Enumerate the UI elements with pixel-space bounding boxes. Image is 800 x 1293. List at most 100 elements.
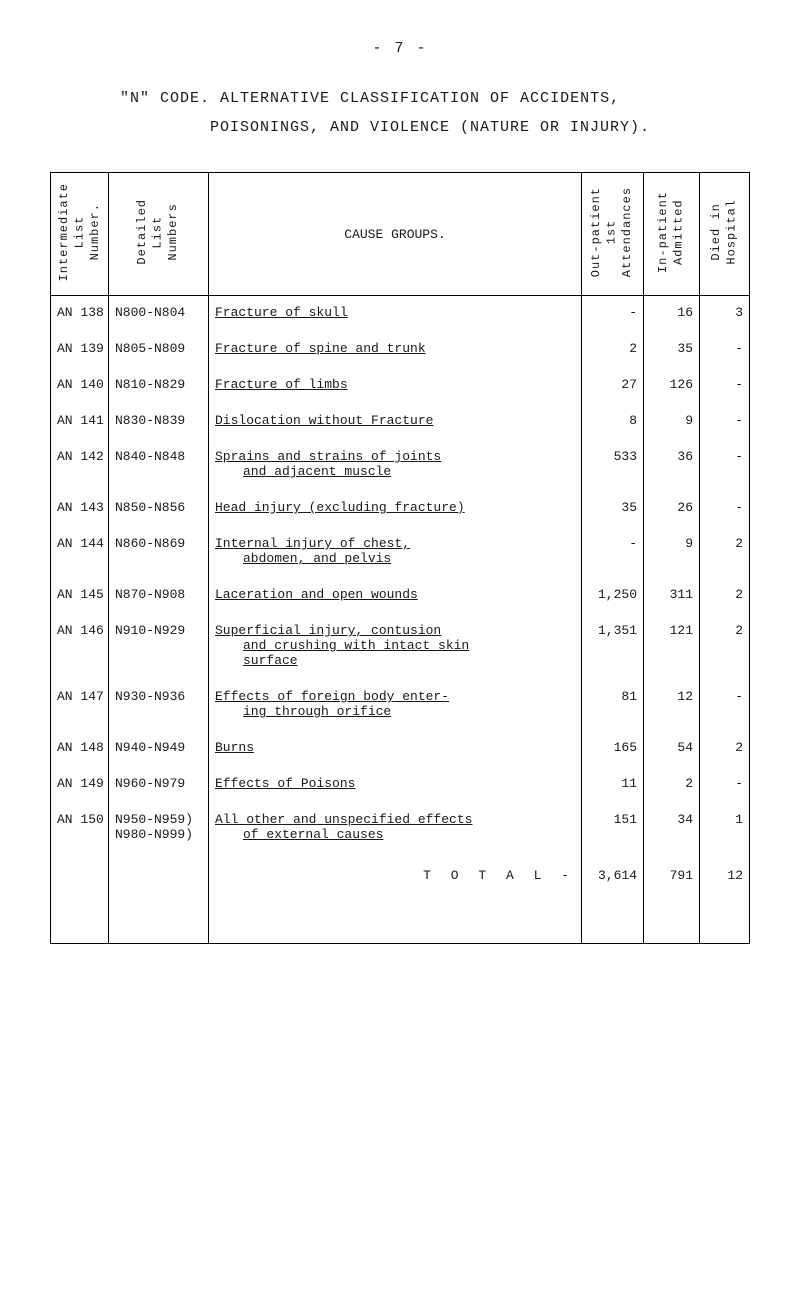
cell-intermediate: AN 139 (51, 332, 109, 368)
page: - 7 - "N" CODE. ALTERNATIVE CLASSIFICATI… (0, 0, 800, 1004)
cell-detailed: N910-N929 (109, 614, 209, 680)
data-table: IntermediateListNumber. DetailedListNumb… (50, 172, 750, 944)
cell-in: 36 (644, 440, 700, 491)
cell-intermediate: AN 149 (51, 767, 109, 803)
cell-detailed: N850-N856 (109, 491, 209, 527)
header-cause-label: CAUSE GROUPS. (344, 227, 445, 242)
total-blank-1 (51, 854, 109, 944)
cell-out: - (582, 296, 644, 333)
cell-detailed: N870-N908 (109, 578, 209, 614)
cell-intermediate: AN 140 (51, 368, 109, 404)
cell-died: 2 (700, 527, 750, 578)
cell-detailed: N930-N936 (109, 680, 209, 731)
table-row: AN 142N840-N848Sprains and strains of jo… (51, 440, 750, 491)
cell-died: - (700, 491, 750, 527)
cell-out: 1,250 (582, 578, 644, 614)
cell-cause: Burns (209, 731, 582, 767)
cell-intermediate: AN 147 (51, 680, 109, 731)
header-intermediate-label: IntermediateListNumber. (57, 183, 104, 281)
cell-died: - (700, 680, 750, 731)
cell-out: 1,351 (582, 614, 644, 680)
cell-died: - (700, 332, 750, 368)
cell-intermediate: AN 138 (51, 296, 109, 333)
cell-intermediate: AN 145 (51, 578, 109, 614)
cell-cause: Laceration and open wounds (209, 578, 582, 614)
cell-cause: Effects of foreign body enter-ing throug… (209, 680, 582, 731)
cell-in: 54 (644, 731, 700, 767)
table-row: AN 148N940-N949Burns165542 (51, 731, 750, 767)
header-detailed: DetailedListNumbers (109, 173, 209, 296)
cell-died: 2 (700, 614, 750, 680)
cell-in: 121 (644, 614, 700, 680)
table-row: AN 147N930-N936Effects of foreign body e… (51, 680, 750, 731)
cell-intermediate: AN 144 (51, 527, 109, 578)
total-label: T O T A L - (209, 854, 582, 944)
cell-died: 1 (700, 803, 750, 854)
cell-out: 11 (582, 767, 644, 803)
cell-died: 2 (700, 578, 750, 614)
cell-out: 2 (582, 332, 644, 368)
total-out: 3,614 (582, 854, 644, 944)
cell-died: 3 (700, 296, 750, 333)
cell-cause: Internal injury of chest,abdomen, and pe… (209, 527, 582, 578)
table-row: AN 143N850-N856Head injury (excluding fr… (51, 491, 750, 527)
cell-out: - (582, 527, 644, 578)
table-row: AN 146N910-N929Superficial injury, contu… (51, 614, 750, 680)
cell-intermediate: AN 142 (51, 440, 109, 491)
header-intermediate: IntermediateListNumber. (51, 173, 109, 296)
cell-out: 533 (582, 440, 644, 491)
cell-in: 126 (644, 368, 700, 404)
table-row: AN 150N950-N959)N980-N999)All other and … (51, 803, 750, 854)
page-number: - 7 - (50, 40, 750, 57)
cell-in: 9 (644, 404, 700, 440)
header-died-label: Died inHospital (709, 199, 740, 265)
header-out-label: Out-patient1stAttendances (589, 187, 636, 277)
cell-out: 35 (582, 491, 644, 527)
cell-intermediate: AN 143 (51, 491, 109, 527)
table-row: AN 141N830-N839Dislocation without Fract… (51, 404, 750, 440)
cell-cause: Superficial injury, contusionand crushin… (209, 614, 582, 680)
cell-cause: Fracture of spine and trunk (209, 332, 582, 368)
cell-died: - (700, 404, 750, 440)
cell-detailed: N860-N869 (109, 527, 209, 578)
cell-died: 2 (700, 731, 750, 767)
table-row: AN 144N860-N869Internal injury of chest,… (51, 527, 750, 578)
title-block: "N" CODE. ALTERNATIVE CLASSIFICATION OF … (120, 85, 710, 142)
table-header-row: IntermediateListNumber. DetailedListNumb… (51, 173, 750, 296)
total-died: 12 (700, 854, 750, 944)
cell-in: 311 (644, 578, 700, 614)
cell-intermediate: AN 141 (51, 404, 109, 440)
cell-in: 9 (644, 527, 700, 578)
cell-cause: Fracture of skull (209, 296, 582, 333)
cell-died: - (700, 368, 750, 404)
table-row: AN 140N810-N829Fracture of limbs27126- (51, 368, 750, 404)
header-in: In-patientAdmitted (644, 173, 700, 296)
title-line-1: "N" CODE. ALTERNATIVE CLASSIFICATION OF … (120, 85, 710, 114)
cell-cause: All other and unspecified effectsof exte… (209, 803, 582, 854)
title-line-2: POISONINGS, AND VIOLENCE (NATURE OR INJU… (120, 114, 710, 143)
cell-detailed: N940-N949 (109, 731, 209, 767)
cell-in: 26 (644, 491, 700, 527)
cell-cause: Head injury (excluding fracture) (209, 491, 582, 527)
cell-in: 35 (644, 332, 700, 368)
cell-intermediate: AN 146 (51, 614, 109, 680)
total-blank-2 (109, 854, 209, 944)
header-detailed-label: DetailedListNumbers (135, 199, 182, 265)
cell-died: - (700, 767, 750, 803)
cell-cause: Sprains and strains of jointsand adjacen… (209, 440, 582, 491)
cell-detailed: N840-N848 (109, 440, 209, 491)
cell-intermediate: AN 150 (51, 803, 109, 854)
cell-detailed: N950-N959)N980-N999) (109, 803, 209, 854)
cell-detailed: N805-N809 (109, 332, 209, 368)
cell-in: 34 (644, 803, 700, 854)
cell-detailed: N800-N804 (109, 296, 209, 333)
cell-cause: Effects of Poisons (209, 767, 582, 803)
table-row: AN 149N960-N979Effects of Poisons112- (51, 767, 750, 803)
cell-cause: Fracture of limbs (209, 368, 582, 404)
cell-out: 8 (582, 404, 644, 440)
cell-in: 2 (644, 767, 700, 803)
cell-detailed: N960-N979 (109, 767, 209, 803)
header-cause: CAUSE GROUPS. (209, 173, 582, 296)
header-died: Died inHospital (700, 173, 750, 296)
header-out: Out-patient1stAttendances (582, 173, 644, 296)
